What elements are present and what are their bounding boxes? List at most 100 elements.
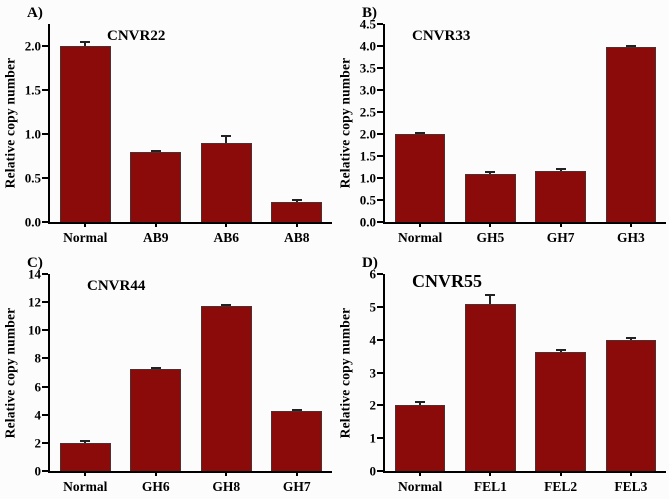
x-tick-mark — [225, 471, 228, 476]
bar-group-gh5 — [455, 24, 525, 227]
error-bar-cap — [415, 131, 426, 134]
bar — [200, 306, 252, 471]
y-tick-label: 3.0 — [359, 82, 376, 98]
bar-group-normal — [50, 24, 121, 227]
bar-group-normal — [385, 274, 455, 476]
y-tick-label: 0.5 — [359, 192, 376, 208]
y-tick-label: 4.0 — [359, 38, 376, 54]
y-tick-label: 3 — [369, 365, 377, 380]
y-axis-title: Relative copy number — [2, 57, 18, 189]
error-bar-cap — [415, 401, 426, 404]
chart-title: CNVR55 — [412, 271, 482, 291]
y-tick-mark — [42, 413, 48, 416]
x-tick-label: FEL3 — [614, 479, 648, 494]
y-tick-mark — [377, 133, 383, 136]
y-axis-title: Relative copy number — [337, 57, 353, 189]
panel-label: C) — [27, 255, 43, 271]
bar-group-ab8 — [262, 24, 333, 227]
y-tick-label: 3.5 — [359, 60, 376, 76]
y-axis-title: Relative copy number — [337, 307, 353, 438]
error-bar-cap — [485, 171, 496, 174]
y-tick-mark — [42, 89, 48, 92]
bar-group-gh8 — [191, 274, 262, 476]
y-tick-mark — [377, 67, 383, 69]
y-axis-title-wrap: Relative copy number — [2, 274, 18, 471]
x-tick-mark — [225, 222, 228, 227]
bar — [200, 142, 252, 222]
error-bar-cap — [221, 134, 232, 137]
y-axis-title-wrap: Relative copy number — [2, 24, 18, 222]
y-tick-mark — [42, 385, 48, 388]
y-tick-mark — [377, 221, 383, 223]
error-bar-line — [559, 169, 562, 172]
bar — [271, 201, 323, 222]
x-tick-label: FEL1 — [473, 479, 507, 494]
y-tick-label: 8 — [34, 350, 42, 366]
error-bar-cap — [291, 199, 302, 202]
y-axis-title-wrap: Relative copy number — [337, 274, 353, 471]
error-bar-line — [489, 295, 492, 305]
x-tick-mark — [559, 222, 562, 227]
y-tick-mark — [377, 23, 383, 25]
y-tick-mark — [377, 45, 383, 48]
error-bar-line — [419, 402, 422, 406]
bar-group-fel3 — [596, 274, 666, 476]
y-tick-label: 10 — [28, 322, 41, 338]
bar-group-fel1 — [455, 274, 525, 476]
y-tick-mark — [377, 338, 383, 341]
x-tick-mark — [559, 471, 562, 476]
y-tick-mark — [42, 470, 48, 472]
y-axis-title-wrap: Relative copy number — [337, 24, 353, 222]
y-tick-label: 0.0 — [359, 214, 376, 230]
x-tick-label: AB6 — [213, 230, 239, 245]
bar — [605, 339, 657, 471]
y-tick-mark — [377, 305, 383, 308]
bar-group-gh7 — [526, 24, 596, 227]
y-tick-label: 2.0 — [24, 38, 41, 54]
x-tick-mark — [489, 471, 492, 476]
plot-area: Relative copy number CNVR33 0.0 0.5 1.0 1.5… — [337, 18, 666, 245]
bar-group-normal — [385, 24, 455, 227]
bar — [394, 134, 446, 222]
y-tick-mark — [42, 177, 48, 180]
bar — [535, 352, 586, 471]
chart-title: CNVR22 — [107, 28, 166, 44]
y-tick-mark — [377, 470, 383, 472]
plot-area: Relative copy number CNVR22 0.0 0.5 1.0 1.5… — [2, 24, 333, 245]
x-tick-label: Normal — [63, 230, 108, 245]
y-axis-title: Relative copy number — [2, 307, 18, 438]
error-bar-cap — [555, 168, 566, 171]
y-tick-label: 0.0 — [24, 214, 41, 230]
y-tick-label: 6 — [369, 266, 377, 282]
y-tick-mark — [42, 441, 48, 444]
x-tick-mark — [295, 471, 298, 476]
y-tick-mark — [377, 437, 383, 440]
bar — [130, 152, 182, 222]
y-tick-mark — [42, 133, 48, 136]
error-bar-cap — [150, 149, 161, 152]
y-tick-label: 4 — [34, 407, 42, 423]
x-tick-mark — [154, 222, 157, 227]
x-tick-label: GH3 — [616, 230, 645, 245]
y-tick-label: 5 — [369, 299, 377, 315]
y-tick-label: 4 — [369, 332, 377, 348]
x-tick-mark — [489, 222, 492, 227]
bar — [535, 171, 586, 222]
x-tick-mark — [629, 222, 632, 227]
error-bar-cap — [80, 41, 91, 44]
panel-b-cnvr33: B) Relative copy number CNVR33 0.0 0.5 1.0… — [335, 0, 669, 250]
bar — [271, 411, 323, 471]
x-tick-mark — [84, 471, 87, 476]
y-tick-label: 2.0 — [359, 126, 376, 142]
error-bar-cap — [625, 45, 636, 48]
bar — [465, 173, 516, 222]
bar-group-gh3 — [596, 24, 666, 227]
y-tick-label: 4.5 — [359, 16, 376, 32]
y-tick-mark — [42, 45, 48, 48]
x-tick-mark — [419, 471, 422, 476]
y-tick-mark — [42, 221, 48, 223]
y-tick-mark — [377, 273, 383, 275]
error-bar-cap — [625, 337, 636, 340]
plot-area: Relative copy number CNVR55 0 1 2 3 4 5 6 Norma… — [337, 268, 666, 494]
